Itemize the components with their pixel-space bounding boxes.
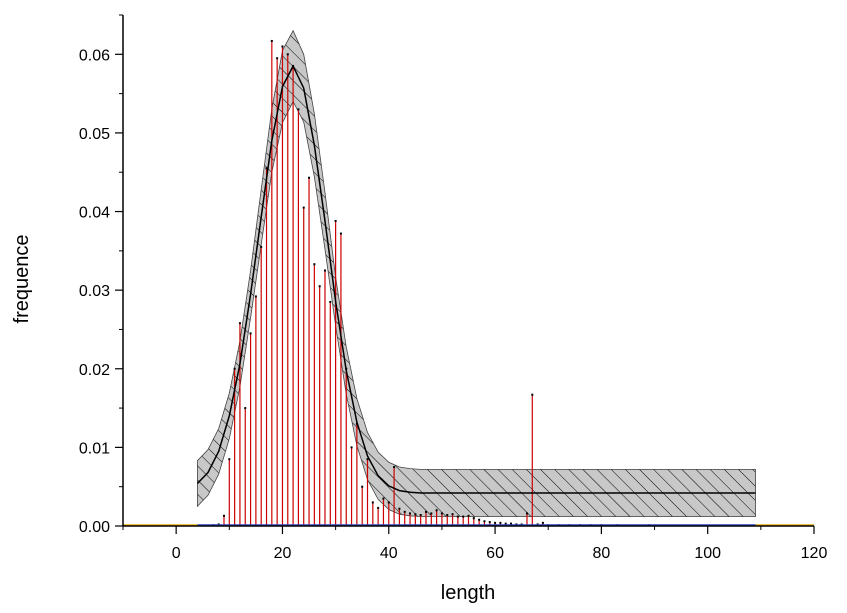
x-tick-label: 60 bbox=[486, 545, 504, 562]
bar-top-marker bbox=[393, 466, 396, 469]
bar-top-marker bbox=[541, 521, 544, 524]
bar-top-marker bbox=[260, 245, 263, 248]
bar-top-marker bbox=[462, 515, 465, 518]
bar-top-marker bbox=[270, 39, 273, 42]
x-tick-label: 20 bbox=[274, 545, 292, 562]
bar-top-marker bbox=[430, 512, 433, 515]
bar-top-marker bbox=[403, 510, 406, 513]
bar-top-marker bbox=[478, 518, 481, 521]
bar-top-marker bbox=[494, 521, 497, 524]
bar-top-marker bbox=[222, 514, 225, 517]
bar-top-marker bbox=[510, 522, 513, 525]
x-tick-label: 100 bbox=[694, 545, 721, 562]
bar-top-marker bbox=[531, 393, 534, 396]
bar-top-marker bbox=[286, 53, 289, 56]
bar-top-marker bbox=[467, 514, 470, 517]
bar-top-marker bbox=[382, 497, 385, 500]
y-tick-label: 0.02 bbox=[79, 362, 110, 379]
y-tick-label: 0.00 bbox=[79, 519, 110, 536]
bar-top-marker bbox=[228, 458, 231, 461]
bar-top-marker bbox=[414, 513, 417, 516]
fit-curve-layer bbox=[196, 64, 756, 494]
bar-top-marker bbox=[525, 512, 528, 515]
bar-top-marker bbox=[350, 446, 353, 449]
confidence-band bbox=[197, 29, 756, 517]
bar-top-marker bbox=[504, 522, 507, 525]
bar-top-marker bbox=[419, 513, 422, 516]
x-tick-label: 120 bbox=[801, 545, 828, 562]
bar-top-marker bbox=[409, 512, 412, 515]
bar-top-marker bbox=[499, 521, 502, 524]
bar-top-marker bbox=[334, 219, 337, 222]
bar-top-marker bbox=[371, 501, 374, 504]
bar-top-marker bbox=[435, 509, 438, 512]
x-tick-label: 0 bbox=[172, 545, 181, 562]
bar-top-marker bbox=[313, 263, 316, 266]
axes-layer: 0.00 0.01 0.02 0.03 0.04 0.05 0.06 0 20 40 60 80 100… bbox=[79, 14, 828, 562]
bar-top-marker bbox=[446, 513, 449, 516]
bar-top-marker bbox=[329, 300, 332, 303]
y-tick-label: 0.06 bbox=[79, 47, 110, 64]
y-axis-title: frequence bbox=[11, 235, 33, 324]
bar-top-marker bbox=[339, 232, 342, 235]
bar-top-marker bbox=[424, 510, 427, 513]
bar-top-marker bbox=[265, 167, 268, 170]
bar-top-marker bbox=[488, 521, 491, 524]
y-tick-label: 0.04 bbox=[79, 205, 110, 222]
x-tick-label: 80 bbox=[592, 545, 610, 562]
bar-top-marker bbox=[302, 206, 305, 209]
bar-top-marker bbox=[233, 367, 236, 370]
bar-top-marker bbox=[483, 520, 486, 523]
bar-top-marker bbox=[377, 506, 380, 509]
bar-top-marker bbox=[281, 45, 284, 48]
bar-top-marker bbox=[398, 507, 401, 510]
bar-top-marker bbox=[308, 176, 311, 179]
confidence-band-layer bbox=[197, 29, 756, 517]
bar-top-marker bbox=[456, 515, 459, 518]
bar-top-marker bbox=[249, 332, 252, 335]
bar-top-marker bbox=[451, 513, 454, 516]
bar-top-marker bbox=[244, 407, 247, 410]
x-tick-label: 40 bbox=[380, 545, 398, 562]
bar-top-marker bbox=[472, 517, 475, 520]
y-tick-label: 0.01 bbox=[79, 440, 110, 457]
bar-top-marker bbox=[297, 108, 300, 111]
bar-top-marker bbox=[366, 458, 369, 461]
bar-top-marker bbox=[387, 501, 390, 504]
y-tick-label: 0.05 bbox=[79, 126, 110, 143]
bars-layer bbox=[212, 39, 651, 527]
bar-top-marker bbox=[276, 57, 279, 60]
bar-top-marker bbox=[440, 512, 443, 515]
bar-top-marker bbox=[318, 285, 321, 288]
bar-top-marker bbox=[323, 269, 326, 272]
bar-top-marker bbox=[361, 485, 364, 488]
fit-curve bbox=[196, 64, 756, 494]
bar-top-marker bbox=[254, 295, 257, 298]
bar-top-marker bbox=[238, 322, 241, 325]
x-axis-title: length bbox=[441, 582, 496, 604]
y-tick-label: 0.03 bbox=[79, 283, 110, 300]
